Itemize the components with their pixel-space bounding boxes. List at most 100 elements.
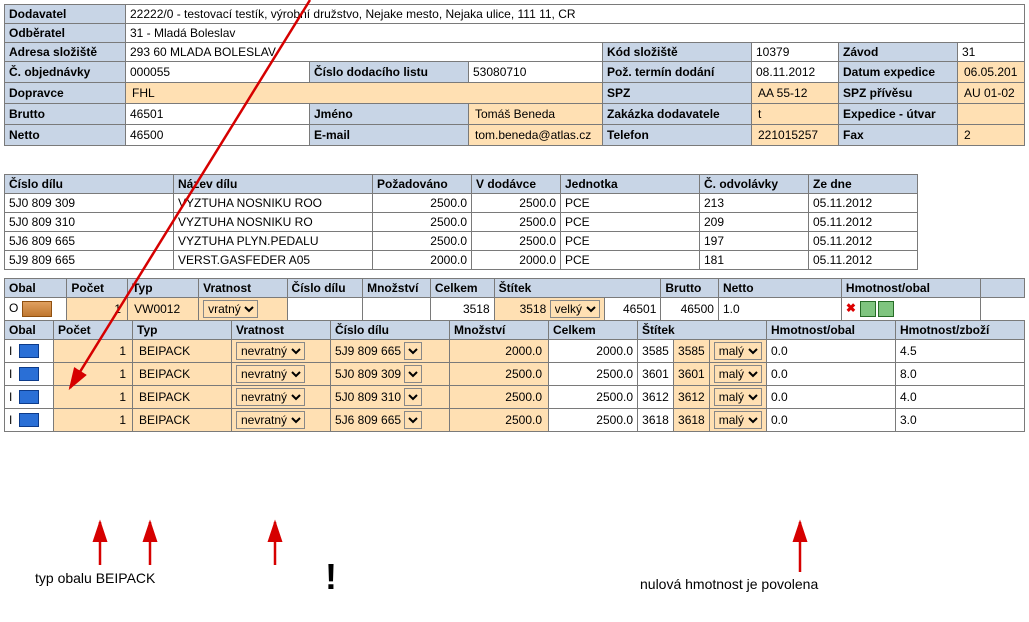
pack2-cell[interactable]: nevratný <box>232 363 331 386</box>
val-zakdod[interactable] <box>752 104 839 125</box>
pack2-mnozstvi[interactable] <box>454 366 544 382</box>
pack1-cell[interactable]: vratný <box>199 298 287 321</box>
pack1-col-0: Obal <box>5 279 67 298</box>
pack2-cell[interactable] <box>133 340 232 363</box>
pack2-typ[interactable] <box>137 389 227 405</box>
val-dopravce[interactable] <box>126 83 603 104</box>
lbl-adresa: Adresa složiště <box>5 43 126 62</box>
pack2-cell[interactable] <box>54 386 133 409</box>
input-spzp[interactable] <box>962 85 1020 101</box>
action-icon[interactable] <box>860 301 876 317</box>
pack2-cell[interactable]: 5J9 809 665 <box>331 340 450 363</box>
pack2-cell[interactable]: malý <box>709 386 766 409</box>
lbl-telefon: Telefon <box>603 125 752 146</box>
action-icon[interactable] <box>878 301 894 317</box>
pack2-pocet[interactable] <box>58 389 128 405</box>
input-dopravce[interactable] <box>130 85 598 101</box>
pack2-mnozstvi[interactable] <box>454 412 544 428</box>
val-email[interactable] <box>469 125 603 146</box>
pack2-stitek[interactable]: malý <box>714 342 762 360</box>
pack2-cell[interactable]: 3618 <box>673 409 709 432</box>
pack2-cell: 4.0 <box>896 386 1025 409</box>
pack2-vratnost[interactable]: nevratný <box>236 411 305 429</box>
lbl-spzp: SPZ přívěsu <box>839 83 958 104</box>
pack2-cell: 3.0 <box>896 409 1025 432</box>
lbl-exputv: Expedice - útvar <box>839 104 958 125</box>
pack2-cell[interactable] <box>450 363 549 386</box>
pack1-typ[interactable] <box>132 301 194 317</box>
pack2-typ[interactable] <box>137 366 227 382</box>
val-fax[interactable] <box>958 125 1025 146</box>
pack2-mnozstvi[interactable] <box>454 389 544 405</box>
lbl-pozter: Pož. termín dodání <box>603 62 752 83</box>
pack2-cell[interactable] <box>450 340 549 363</box>
pack2-mnozstvi[interactable] <box>454 343 544 359</box>
pack2-cell[interactable] <box>450 386 549 409</box>
pack2-pocet[interactable] <box>58 366 128 382</box>
pack1-cell[interactable] <box>128 298 199 321</box>
val-dodavatel: 22222/0 - testovací testík, výrobní druž… <box>126 5 1025 24</box>
input-jmeno[interactable] <box>473 106 598 122</box>
pack2-cell[interactable]: 3585 <box>673 340 709 363</box>
input-zakdod[interactable] <box>756 106 834 122</box>
pack2-cell[interactable] <box>54 363 133 386</box>
pack2-cislo-sel[interactable] <box>404 388 422 406</box>
pack1-cell[interactable]: ✖ <box>841 298 980 321</box>
pack1-vratnost[interactable]: vratný <box>203 300 258 318</box>
pack2-cislo-sel[interactable] <box>404 411 422 429</box>
pack2-col-3: Vratnost <box>232 321 331 340</box>
pack2-cislo-sel[interactable] <box>404 342 422 360</box>
pack1-col-1: Počet <box>67 279 128 298</box>
pack2-stitek[interactable]: malý <box>714 388 762 406</box>
pack1-cell[interactable] <box>67 298 128 321</box>
pack2-typ[interactable] <box>137 343 227 359</box>
pack2-cell[interactable]: 3601 <box>673 363 709 386</box>
pack2-vratnost[interactable]: nevratný <box>236 388 305 406</box>
pack1-col-4: Číslo dílu <box>287 279 363 298</box>
pack2-pocet[interactable] <box>58 412 128 428</box>
input-datumexp[interactable] <box>962 64 1020 80</box>
pack2-cell[interactable]: nevratný <box>232 409 331 432</box>
pack2-cell[interactable]: malý <box>709 363 766 386</box>
pack2-cell[interactable] <box>54 340 133 363</box>
pack2-cislo-sel[interactable] <box>404 365 422 383</box>
pack2-cell[interactable]: 3612 <box>673 386 709 409</box>
pack2-vratnost[interactable]: nevratný <box>236 365 305 383</box>
pack1-pocet[interactable] <box>71 301 123 317</box>
pack2-cell[interactable]: nevratný <box>232 340 331 363</box>
pack2-stitek[interactable]: malý <box>714 365 762 383</box>
pack2-cell[interactable] <box>133 386 232 409</box>
pack2-pocet[interactable] <box>58 343 128 359</box>
val-datumexp[interactable] <box>958 62 1025 83</box>
pack2-col-6: Celkem <box>549 321 638 340</box>
input-telefon[interactable] <box>756 127 834 143</box>
pack2-cell[interactable]: 5J0 809 309 <box>331 363 450 386</box>
pack2-cell[interactable] <box>133 409 232 432</box>
pack2-cell[interactable] <box>450 409 549 432</box>
val-spz[interactable] <box>752 83 839 104</box>
delete-icon[interactable]: ✖ <box>846 301 856 315</box>
val-exputv[interactable] <box>958 104 1025 125</box>
pack1-stitek[interactable]: velký <box>550 300 600 318</box>
val-spzp[interactable] <box>958 83 1025 104</box>
pack2-cell[interactable]: malý <box>709 340 766 363</box>
pack2-cell[interactable] <box>54 409 133 432</box>
val-cobj: 000055 <box>126 62 310 83</box>
pack2-typ[interactable] <box>137 412 227 428</box>
input-email[interactable] <box>473 127 598 143</box>
parts-table: Číslo díluNázev díluPožadovánoV dodávceJ… <box>4 174 918 270</box>
pack2-cell[interactable]: 5J0 809 310 <box>331 386 450 409</box>
val-jmeno[interactable] <box>469 104 603 125</box>
pack2-cell[interactable]: 5J6 809 665 <box>331 409 450 432</box>
pack2-stitek[interactable]: malý <box>714 411 762 429</box>
input-exputv[interactable] <box>962 106 1020 122</box>
pack1-cell[interactable]: 3518 velký <box>494 298 604 321</box>
lbl-netto: Netto <box>5 125 126 146</box>
pack2-cell[interactable] <box>133 363 232 386</box>
val-telefon[interactable] <box>752 125 839 146</box>
pack2-vratnost[interactable]: nevratný <box>236 342 305 360</box>
pack2-cell[interactable]: malý <box>709 409 766 432</box>
input-fax[interactable] <box>962 127 1020 143</box>
input-spz[interactable] <box>756 85 834 101</box>
pack2-cell[interactable]: nevratný <box>232 386 331 409</box>
